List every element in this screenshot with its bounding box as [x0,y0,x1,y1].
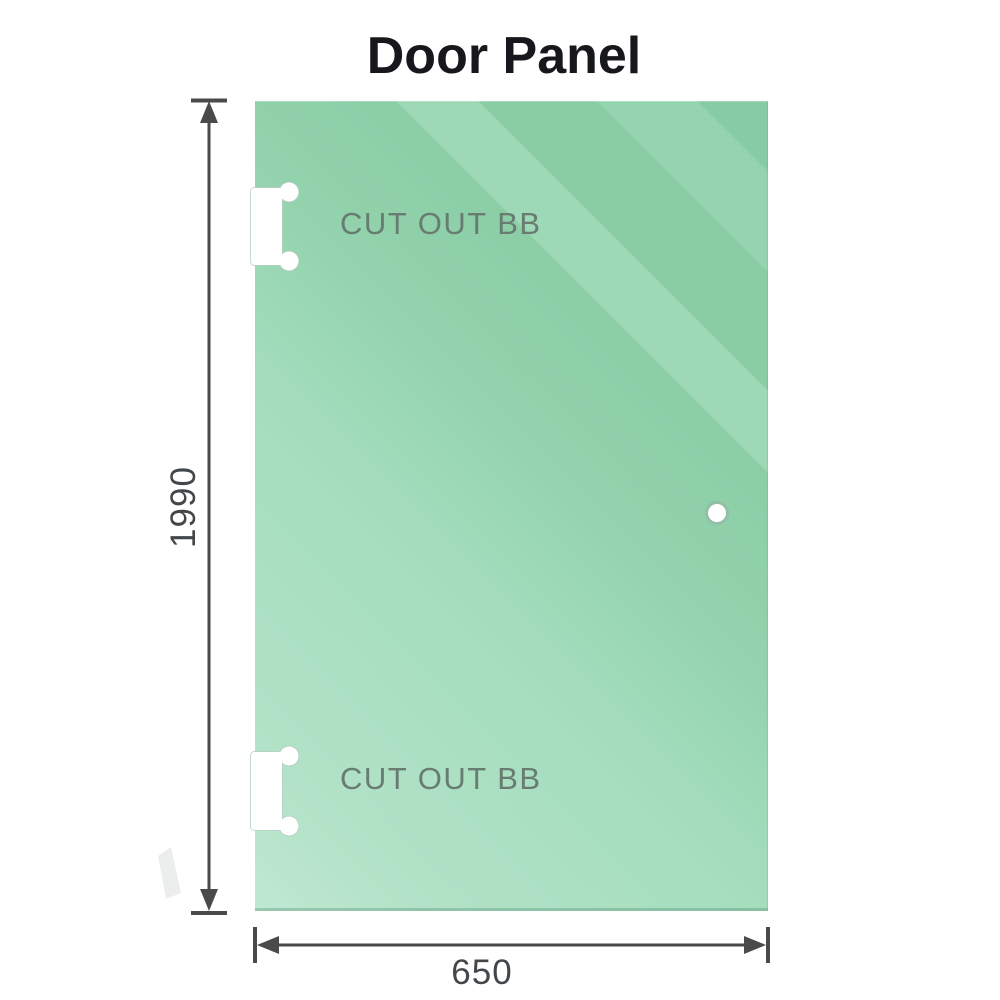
height-dimension-value: 1990 [164,466,203,548]
arrow-left-icon [257,936,279,954]
page-title: Door Panel [366,27,642,85]
glass-panel [255,101,768,911]
faint-watermark-streak [158,847,181,899]
arrow-down-icon [200,889,218,911]
cutout-label-bottom: CUT OUT BB [340,761,542,796]
arrow-up-icon [200,101,218,123]
cutout-label-top: CUT OUT BB [340,206,542,241]
width-dimension-value: 650 [451,953,513,992]
arrow-right-icon [744,936,766,954]
